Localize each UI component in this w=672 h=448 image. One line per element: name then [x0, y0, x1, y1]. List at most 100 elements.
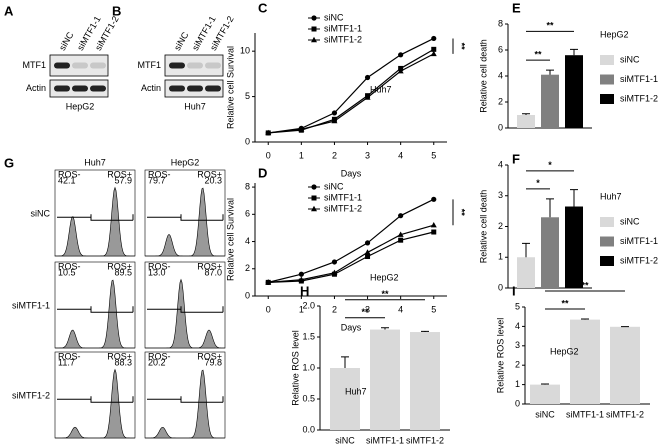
significance: **: [381, 289, 389, 299]
gate-value: 89.5: [114, 267, 132, 277]
x-tick-label: 2: [332, 150, 337, 160]
histogram: [55, 279, 135, 349]
bar: [541, 74, 559, 128]
legend-swatch: [600, 217, 614, 227]
gate-label: ROS-: [148, 351, 171, 361]
gate-label: ROS-: [148, 169, 171, 179]
marker: [311, 195, 317, 201]
y-tick-label: 5: [515, 301, 520, 311]
marker: [298, 276, 305, 282]
gate-label: ROS+: [197, 351, 222, 361]
legend-swatch: [600, 55, 614, 65]
x-tick-label: siMTF1-1: [366, 435, 404, 445]
lane-label: siNC: [172, 30, 191, 52]
bar: [370, 329, 400, 430]
error-bar: [541, 383, 549, 385]
gate: [147, 306, 224, 313]
legend-swatch: [600, 94, 614, 104]
significance: **: [546, 21, 554, 31]
gate-label: ROS+: [197, 169, 222, 179]
y-tick-label: 1: [515, 379, 520, 389]
error-bar: [546, 198, 554, 218]
panel-label: G: [4, 155, 14, 170]
legend-label: siMTF1-2: [324, 34, 362, 44]
gate-value: 79.7: [148, 175, 166, 185]
flow-row-label: siNC: [31, 208, 51, 218]
x-tick-label: 0: [266, 150, 271, 160]
gate-value: 20.3: [204, 175, 222, 185]
x-tick-label: 1: [299, 304, 304, 314]
y-tick-label: 10: [240, 46, 250, 56]
error-bar: [570, 189, 578, 207]
y-tick-label: 0: [245, 136, 250, 146]
marker: [364, 74, 371, 81]
error-bar: [522, 242, 530, 258]
y-tick-label: 6: [498, 44, 503, 54]
significance: **: [561, 298, 569, 308]
y-tick-label: 4: [498, 70, 503, 80]
y-tick-label: 1.0: [302, 362, 315, 372]
legend-label: siMTF1-2: [324, 203, 362, 213]
bar: [517, 115, 535, 128]
band: [54, 62, 70, 69]
blot-cell-line: Huh7: [184, 101, 206, 111]
marker: [431, 46, 437, 52]
gate-value: 10.5: [58, 267, 76, 277]
bar: [565, 55, 583, 129]
marker: [311, 15, 317, 21]
marker: [331, 269, 338, 276]
y-tick-label: 0: [498, 282, 503, 292]
gate-value: 79.8: [204, 357, 222, 367]
panel-label: I: [512, 283, 516, 298]
error-bar: [522, 113, 530, 115]
flow-box: [144, 351, 226, 439]
annotation: HepG2: [370, 272, 399, 282]
y-tick-label: 3: [498, 190, 503, 200]
marker: [430, 222, 437, 228]
significance: *: [536, 178, 540, 188]
x-tick-label: 0: [266, 304, 271, 314]
band: [72, 62, 88, 69]
marker: [398, 52, 404, 58]
histogram: [55, 186, 135, 257]
gate-label: ROS+: [107, 169, 132, 179]
y-tick-label: 4: [245, 236, 250, 246]
marker: [265, 279, 272, 285]
marker: [398, 213, 404, 219]
lane-label: siNC: [57, 30, 76, 52]
y-axis-label: Relative cell Survival: [225, 46, 235, 129]
gate: [147, 396, 224, 403]
panel-label: F: [512, 151, 520, 166]
histogram: [145, 278, 226, 349]
significance: **: [361, 307, 369, 317]
marker: [364, 240, 371, 246]
line: [268, 224, 434, 283]
y-tick-label: 6: [245, 209, 250, 219]
x-tick-label: siNC: [535, 409, 555, 419]
y-tick-label: 2: [245, 263, 250, 273]
marker: [298, 271, 304, 277]
marker: [397, 231, 404, 237]
legend-label: siMTF1-1: [324, 23, 362, 33]
blot-cell-line: HepG2: [66, 101, 95, 111]
x-tick-label: 4: [398, 150, 403, 160]
legend-title: Huh7: [600, 191, 622, 201]
marker: [311, 184, 317, 190]
gate-label: ROS+: [197, 261, 222, 271]
y-tick-label: 4: [498, 159, 503, 169]
legend-swatch: [600, 74, 614, 85]
legend-label: siMTF1-1: [324, 192, 362, 202]
x-tick-label: 2: [332, 304, 337, 314]
line: [268, 53, 435, 134]
x-tick-label: siNC: [335, 435, 355, 445]
panel-label: H: [300, 283, 309, 298]
annotation: HepG2: [550, 346, 579, 356]
blot-row-label: Actin: [26, 83, 46, 93]
y-axis-label: Relative cell death: [478, 39, 488, 113]
x-axis-label: Days: [341, 322, 362, 332]
y-tick-label: 2: [515, 360, 520, 370]
marker: [431, 196, 437, 202]
bar: [565, 206, 583, 288]
band: [169, 85, 185, 92]
gate-value: 42.1: [58, 175, 76, 185]
